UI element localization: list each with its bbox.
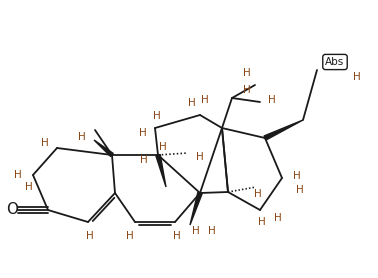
Text: H: H (293, 171, 301, 181)
Text: H: H (243, 68, 251, 78)
Text: H: H (126, 231, 134, 241)
Text: H: H (258, 217, 266, 227)
Text: O: O (6, 202, 18, 217)
Text: Abs: Abs (325, 57, 345, 67)
Text: H: H (153, 111, 161, 121)
Polygon shape (156, 155, 166, 187)
Text: H: H (41, 138, 49, 148)
Text: H: H (139, 128, 147, 138)
Text: H: H (208, 226, 216, 236)
Text: H: H (201, 95, 209, 105)
Text: H: H (173, 231, 181, 241)
Text: H: H (14, 170, 22, 180)
Text: H: H (268, 95, 276, 105)
Text: H: H (254, 189, 262, 199)
Text: H: H (196, 152, 204, 162)
Text: H: H (159, 142, 167, 152)
Polygon shape (94, 140, 113, 157)
Text: H: H (25, 182, 33, 192)
Text: H: H (140, 155, 148, 165)
Text: H: H (192, 226, 200, 236)
Text: H: H (296, 185, 304, 195)
Text: H: H (243, 85, 251, 95)
Text: H: H (353, 72, 361, 82)
Text: H: H (188, 98, 196, 108)
Polygon shape (190, 192, 202, 225)
Text: H: H (78, 132, 86, 142)
Polygon shape (264, 120, 303, 140)
Text: H: H (274, 213, 282, 223)
Text: H: H (86, 231, 94, 241)
